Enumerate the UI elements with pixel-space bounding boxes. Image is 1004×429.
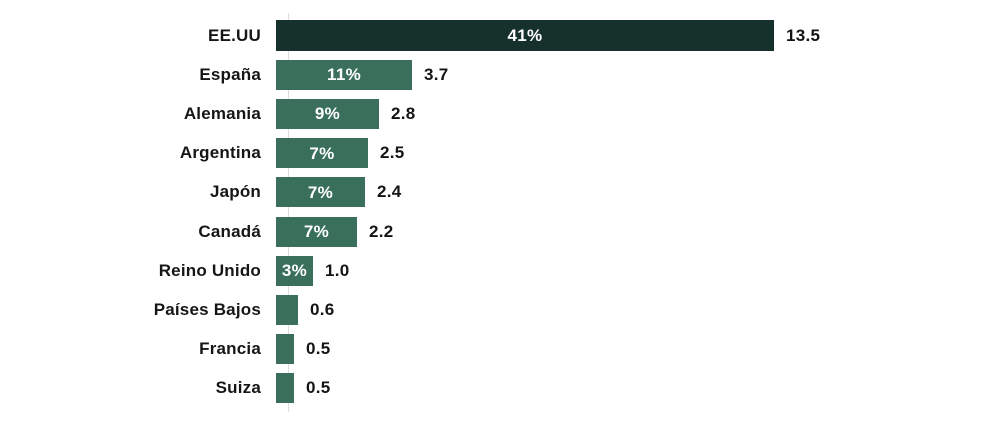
bar-row: Canadá 7% 2.2 [0, 212, 1004, 251]
value-label: 0.6 [310, 299, 335, 319]
bar-row: España 11% 3.7 [0, 55, 1004, 94]
percent-label: 11% [327, 65, 361, 85]
category-label: EE.UU [208, 25, 261, 45]
category-label: España [199, 64, 261, 84]
category-label: Canadá [198, 221, 261, 241]
bar-cell: 0.5 [275, 369, 1004, 408]
value-label: 3.7 [424, 64, 449, 84]
category-label: Alemania [183, 103, 261, 123]
bar: 3% [276, 255, 313, 286]
bar-cell: 0.5 [275, 330, 1004, 369]
bar-row: Países Bajos 0.6 [0, 290, 1004, 329]
percent-label: 3% [281, 261, 308, 281]
bar: 7% [276, 216, 357, 247]
value-label: 2.4 [377, 182, 402, 202]
percent-label: 7% [309, 143, 335, 163]
bar-cell: 41% 13.5 [275, 16, 1004, 55]
bar-row: EE.UU 41% 13.5 [0, 16, 1004, 55]
bar-cell: 7% 2.5 [275, 134, 1004, 173]
bar-cell: 3% 1.0 [275, 251, 1004, 290]
value-label: 2.5 [380, 143, 405, 163]
category-label: Japón [209, 182, 261, 202]
percent-label: 7% [307, 182, 334, 202]
bar: 7% [276, 138, 368, 169]
bar-row: Alemania 9% 2.8 [0, 94, 1004, 133]
category-label: Reino Unido [158, 260, 261, 280]
bar [276, 373, 294, 404]
bar-cell: 7% 2.4 [275, 173, 1004, 212]
bar-rows: EE.UU 41% 13.5 España 11% 3.7 Alemania 9% 2.8 Arg… [0, 16, 1004, 408]
bar-cell: 9% 2.8 [275, 94, 1004, 133]
value-label: 2.8 [391, 103, 416, 123]
bar-cell: 11% 3.7 [275, 55, 1004, 94]
bar: 41% [276, 20, 774, 52]
value-label: 0.5 [306, 378, 331, 398]
bar-row: Argentina 7% 2.5 [0, 134, 1004, 173]
bar-row: Reino Unido 3% 1.0 [0, 251, 1004, 290]
value-label: 1.0 [325, 260, 350, 280]
bar: 11% [276, 59, 412, 90]
percent-label: 9% [314, 104, 341, 124]
bar-row: Francia 0.5 [0, 330, 1004, 369]
bar-row: Suiza 0.5 [0, 369, 1004, 408]
bar-cell: 0.6 [275, 290, 1004, 329]
bar-row: Japón 7% 2.4 [0, 173, 1004, 212]
category-label: Suiza [215, 378, 261, 398]
category-label: Francia [199, 339, 261, 359]
category-label: Países Bajos [153, 299, 261, 319]
bar: 7% [276, 177, 365, 208]
y-axis-line [288, 13, 289, 412]
bar-cell: 7% 2.2 [275, 212, 1004, 251]
category-label: Argentina [179, 143, 261, 163]
bar: 9% [276, 98, 379, 129]
bar [276, 294, 298, 325]
bar [276, 334, 294, 365]
value-label: 2.2 [369, 221, 394, 241]
percent-label: 41% [507, 26, 543, 46]
percent-label: 7% [303, 222, 330, 242]
value-label: 0.5 [306, 339, 331, 359]
value-label: 13.5 [786, 25, 821, 45]
